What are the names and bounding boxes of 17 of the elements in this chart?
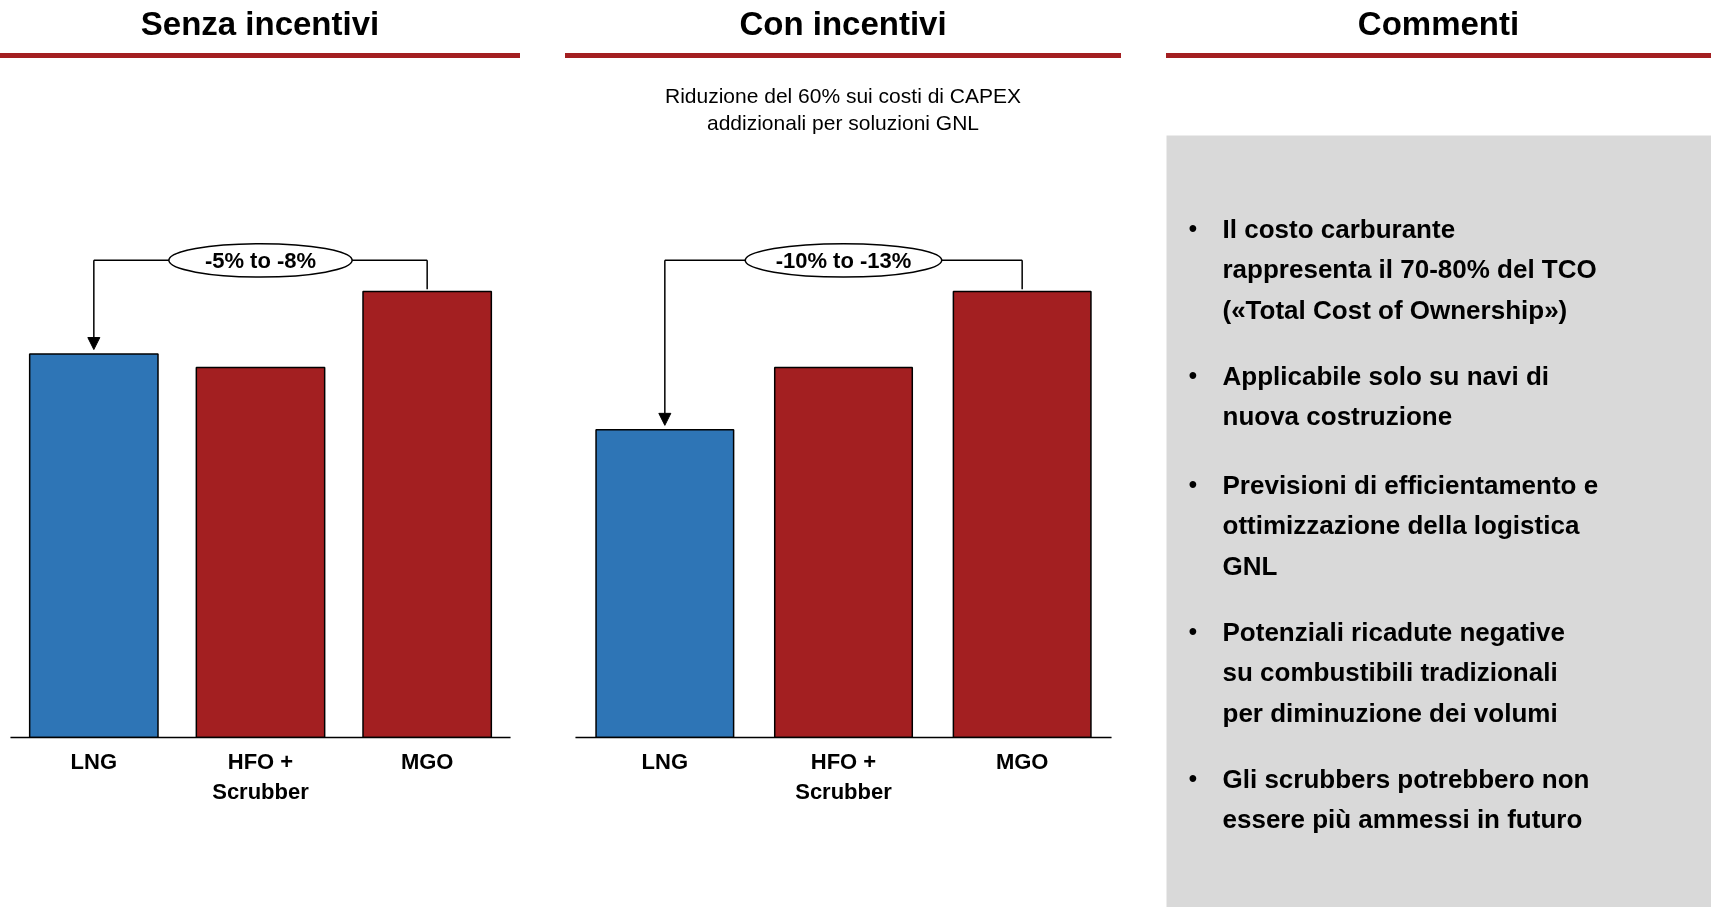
x-tick-label: LNG: [641, 748, 689, 774]
x-tick-label: MGO: [995, 748, 1049, 774]
text: • Previsioni di efficientamento e ottimizzazione della logistica GNL: [1188, 469, 1599, 581]
x-tick-label: HFO + Scrubber: [212, 748, 310, 804]
x-tick-label: MGO: [400, 748, 454, 774]
chart-title: Con incentivi: [565, 0, 1121, 59]
text: -5% to -8%: [204, 247, 317, 273]
text: Commenti: [1166, 0, 1711, 59]
x-tick-label: LNG: [70, 748, 118, 774]
text: -10% to -13%: [775, 247, 912, 273]
x-tick-label: HFO + Scrubber: [795, 748, 893, 804]
text: • Potenziali ricadute negative su combustibili tradizionali per diminuzione dei volumi: [1188, 616, 1565, 728]
text: • Il costo carburante rappresenta il 70-80% del TCO («Total Cost of Ownership»): [1188, 213, 1597, 325]
chart-subtitle: Riduzione del 60% sui costi di CAPEX addizionali per soluzioni GNL: [664, 83, 1022, 137]
text: • Applicabile solo su navi di nuova costruzione: [1188, 360, 1550, 431]
chart-title: Senza incentivi: [0, 0, 520, 59]
text: • Gli scrubbers potrebbero non essere più ammessi in futuro: [1188, 763, 1590, 834]
